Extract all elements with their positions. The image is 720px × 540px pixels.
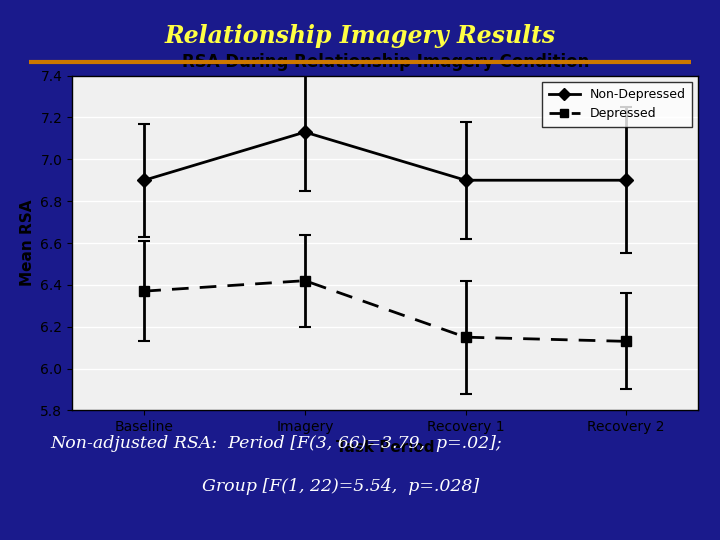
Title: RSA During Relationship Imagery Condition: RSA During Relationship Imagery Conditio… (181, 53, 589, 71)
Text: Non-adjusted RSA:  Period [F(3, 66)=3.79,  p=.02];: Non-adjusted RSA: Period [F(3, 66)=3.79,… (50, 435, 502, 451)
Legend: Non-Depressed, Depressed: Non-Depressed, Depressed (542, 82, 692, 126)
Text: Group [F(1, 22)=5.54,  p=.028]: Group [F(1, 22)=5.54, p=.028] (202, 478, 479, 495)
X-axis label: Task Period: Task Period (336, 440, 434, 455)
Y-axis label: Mean RSA: Mean RSA (19, 200, 35, 286)
Text: Relationship Imagery Results: Relationship Imagery Results (164, 24, 556, 48)
